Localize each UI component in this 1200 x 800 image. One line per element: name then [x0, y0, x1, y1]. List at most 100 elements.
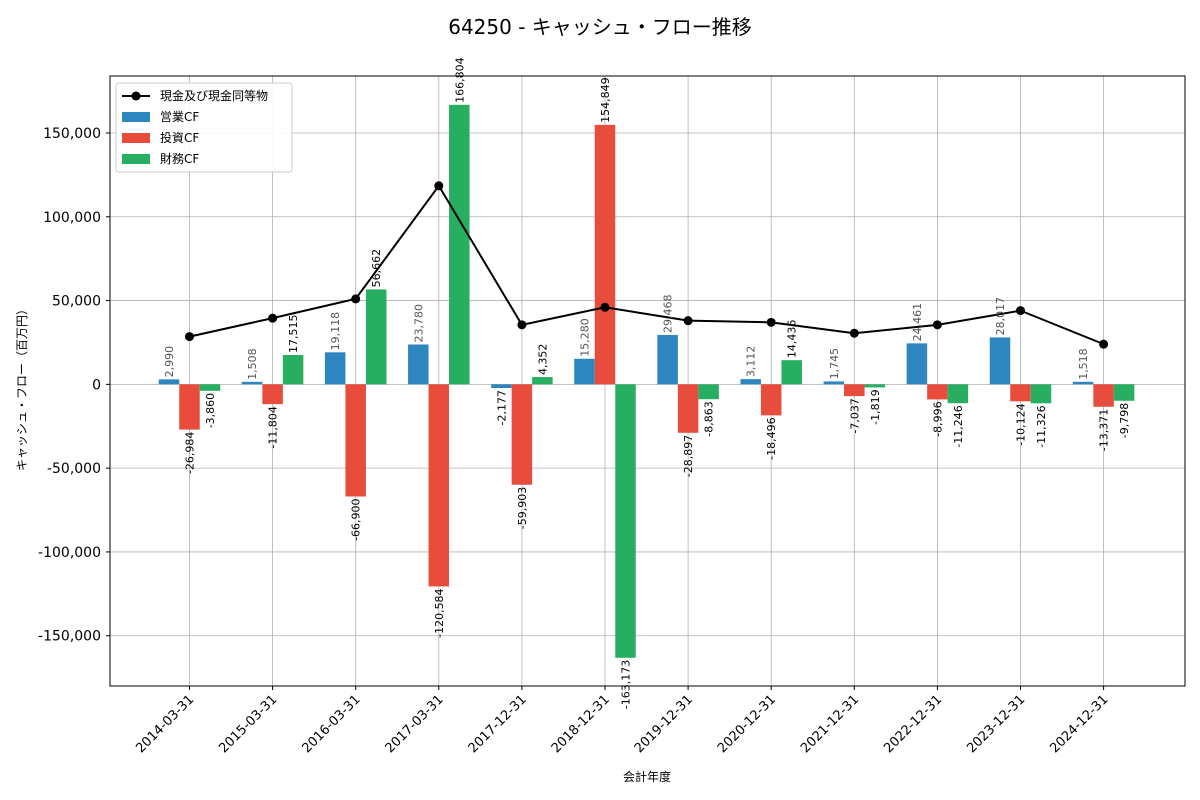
data-label: -11,246 [952, 405, 965, 447]
bar-投資CF [345, 384, 366, 497]
bar-営業CF [408, 344, 429, 385]
y-tick-label: -100,000 [38, 545, 101, 561]
data-label-layer: 2,990 1,508 19,118 23,780 -2,177 15,280 29,468… [163, 57, 1131, 709]
bar-営業CF [324, 352, 346, 385]
data-label: 1,745 [828, 348, 841, 380]
bar-財務CF [532, 377, 553, 385]
bar-投資CF [1093, 384, 1114, 407]
data-label: 56,662 [370, 249, 383, 288]
data-label: 2,990 [163, 346, 176, 378]
data-label: 1,508 [246, 348, 259, 380]
line-point [683, 316, 693, 326]
bar-投資CF [428, 384, 450, 587]
line-point [517, 320, 527, 330]
data-label: -28,897 [682, 435, 695, 477]
bar-財務CF [199, 384, 221, 391]
data-label: -10,124 [1015, 403, 1028, 445]
y-tick-label: 0 [92, 377, 101, 393]
bar-投資CF [262, 384, 283, 405]
data-label: -11,804 [267, 406, 280, 448]
legend-box [115, 82, 293, 173]
legend-label: 営業CF [160, 110, 199, 124]
bar-財務CF [781, 360, 802, 385]
data-label: 28,017 [994, 297, 1007, 336]
bar-財務CF [947, 384, 969, 404]
data-label: -59,903 [516, 487, 529, 529]
data-label: 23,780 [412, 304, 425, 343]
y-tick-label: 50,000 [52, 294, 101, 310]
bar-営業CF [574, 358, 595, 385]
line-point [1099, 339, 1109, 349]
line-point [185, 332, 194, 342]
legend-bar-swatch [122, 154, 150, 164]
legend-marker [131, 91, 141, 101]
data-label: -66,900 [350, 498, 363, 540]
data-label: 14,436 [786, 320, 799, 359]
data-label: -8,863 [703, 401, 716, 436]
data-label: -120,584 [433, 588, 446, 637]
bar-財務CF [615, 384, 636, 658]
line-point [434, 181, 444, 191]
plot-frame [109, 75, 1186, 687]
bar-layer [158, 104, 1135, 658]
bar-投資CF [677, 384, 699, 433]
y-tick-label: -150,000 [38, 629, 101, 645]
bar-投資CF [927, 384, 948, 400]
data-label: 1,518 [1077, 348, 1090, 380]
bar-営業CF [158, 379, 180, 385]
line-point [932, 320, 942, 330]
data-label: 166,804 [453, 57, 466, 103]
line-point [351, 294, 361, 304]
data-label: -3,860 [204, 393, 217, 428]
data-label: -163,173 [620, 660, 633, 709]
data-label: 17,515 [287, 314, 300, 353]
bar-営業CF [823, 381, 845, 385]
data-label: -9,798 [1118, 403, 1131, 438]
data-label: 24,461 [911, 303, 924, 342]
y-tick-label: 100,000 [43, 210, 101, 226]
bar-営業CF [740, 379, 761, 385]
line-point [766, 317, 776, 327]
data-label: -2,177 [495, 390, 508, 425]
line-point [268, 313, 278, 323]
legend-bar-swatch [122, 133, 150, 143]
bar-財務CF [1030, 384, 1052, 404]
bar-投資CF [1010, 384, 1031, 402]
line-point [849, 328, 859, 338]
data-label: 4,352 [536, 344, 549, 376]
data-label: -26,984 [184, 432, 197, 474]
data-label: -1,819 [869, 389, 882, 424]
bar-財務CF [282, 354, 304, 385]
legend-label: 財務CF [160, 151, 199, 166]
chart-title: 64250 - キャッシュ・フロー推移 [448, 15, 752, 39]
data-label: 15,280 [579, 318, 592, 357]
bar-投資CF [844, 384, 865, 397]
line-point [1016, 306, 1025, 316]
line-point [600, 302, 610, 312]
data-label: -7,037 [848, 398, 861, 433]
bar-投資CF [760, 384, 782, 416]
bar-投資CF [594, 124, 616, 385]
data-label: 3,112 [745, 346, 758, 378]
data-label: 154,849 [599, 77, 612, 123]
bar-営業CF [491, 384, 512, 388]
y-tick-label: 150,000 [43, 126, 101, 142]
data-label: -13,371 [1098, 409, 1111, 451]
bar-営業CF [241, 381, 263, 385]
data-label: 19,118 [329, 312, 342, 351]
bar-営業CF [1072, 381, 1094, 385]
bar-財務CF [365, 289, 387, 385]
y-axis: -150,000 -100,000 -50,000 0 50,000 100,000 150… [38, 126, 110, 645]
line-layer [185, 181, 1109, 349]
data-label: -11,326 [1035, 405, 1048, 447]
legend-bar-swatch [122, 112, 150, 122]
bar-財務CF [449, 104, 470, 385]
data-label: -8,996 [931, 401, 944, 436]
bar-財務CF [1113, 384, 1135, 401]
bar-財務CF [698, 384, 719, 400]
x-axis-label: 会計年度 [623, 769, 671, 784]
line-series [189, 183, 1104, 346]
bar-投資CF [179, 384, 200, 430]
